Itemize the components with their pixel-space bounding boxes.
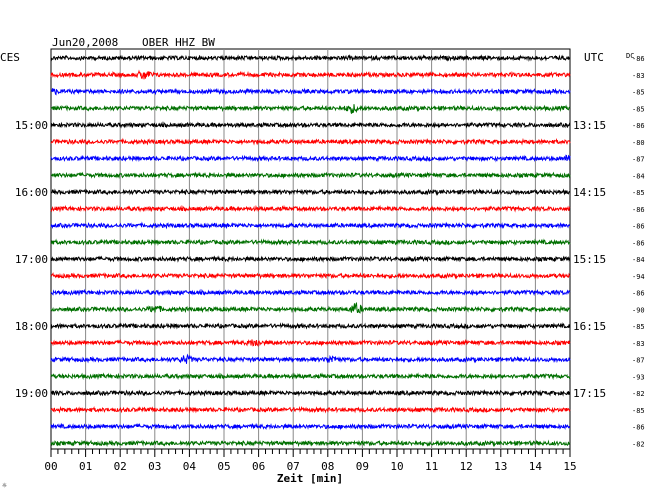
trace-line-21 xyxy=(50,405,571,414)
x-tick-label: 11 xyxy=(425,460,438,473)
trace-line-3 xyxy=(50,104,571,114)
trace-line-0 xyxy=(50,54,571,62)
x-tick-label: 05 xyxy=(217,460,230,473)
x-tick-label: 13 xyxy=(494,460,507,473)
dc-offset-value: -82 xyxy=(632,440,645,448)
x-tick-label: 10 xyxy=(390,460,403,473)
dc-offset-value: -86 xyxy=(632,122,645,130)
x-tick-label: 09 xyxy=(356,460,369,473)
trace-line-1 xyxy=(50,69,571,80)
trace-line-18 xyxy=(50,353,571,364)
dc-offset-values: -86 -83 -85 -85 -86 -80 -87 -84 -85 -86 -86 -86 -84 -… xyxy=(632,55,645,448)
x-tick-label: 12 xyxy=(460,460,473,473)
trace-line-20 xyxy=(50,388,571,397)
trace-line-17 xyxy=(50,338,571,348)
left-hour-labels: 15:00 16:00 17:00 18:00 19:00 xyxy=(15,119,48,400)
dc-offset-value: -87 xyxy=(632,156,645,164)
x-axis-label: Zeit [min] xyxy=(277,472,343,485)
left-hour-label: 15:00 xyxy=(15,119,48,132)
right-hour-label: 17:15 xyxy=(573,387,606,400)
dc-offset-value: -80 xyxy=(632,139,645,147)
trace-line-19 xyxy=(50,372,571,381)
dc-offset-value: -86 xyxy=(632,206,645,214)
dc-offset-value: -84 xyxy=(632,256,645,264)
left-timezone-label: CES xyxy=(0,51,20,64)
trace-line-22 xyxy=(50,422,571,431)
dc-offset-value: -86 xyxy=(632,55,645,63)
x-tick-label: 04 xyxy=(183,460,197,473)
trace-line-8 xyxy=(50,188,571,196)
left-hour-label: 17:00 xyxy=(15,253,48,266)
dc-label: DC xyxy=(626,52,634,60)
dc-offset-value: -85 xyxy=(632,89,645,97)
dc-offset-value: -84 xyxy=(632,172,645,180)
x-tick-label: 07 xyxy=(287,460,300,473)
x-tick-label: 14 xyxy=(529,460,543,473)
dc-offset-value: -86 xyxy=(632,239,645,247)
seismic-traces xyxy=(50,54,571,448)
plot-frame xyxy=(50,48,571,450)
dc-offset-value: -83 xyxy=(632,72,645,80)
x-axis: 00 01 02 03 04 05 06 07 08 09 10 11 12 13 14 15 xyxy=(44,449,577,473)
trace-line-15 xyxy=(50,301,571,314)
trace-line-7 xyxy=(51,171,571,180)
dc-offset-value: -86 xyxy=(632,290,645,298)
dc-offset-value: -93 xyxy=(632,373,645,381)
dc-offset-value: -94 xyxy=(632,273,645,281)
dc-offset-value: -86 xyxy=(632,424,645,432)
x-tick-label: 08 xyxy=(321,460,334,473)
trace-line-16 xyxy=(50,322,571,331)
dc-offset-value: -83 xyxy=(632,340,645,348)
x-tick-label: 06 xyxy=(252,460,265,473)
chart-date: Jun20,2008 xyxy=(52,36,118,49)
trace-line-4 xyxy=(50,121,571,129)
dc-offset-value: -82 xyxy=(632,390,645,398)
right-hour-label: 14:15 xyxy=(573,186,606,199)
dc-offset-value: -87 xyxy=(632,357,645,365)
dc-offset-value: -85 xyxy=(632,323,645,331)
trace-line-11 xyxy=(50,238,571,247)
trace-line-10 xyxy=(50,221,571,230)
dc-offset-value: -85 xyxy=(632,407,645,415)
trace-line-13 xyxy=(50,272,571,280)
dc-offset-value: -85 xyxy=(632,189,645,197)
dc-offset-value: -86 xyxy=(632,223,645,231)
trace-line-23 xyxy=(50,439,571,448)
left-hour-label: 18:00 xyxy=(15,320,48,333)
x-tick-label: 01 xyxy=(79,460,92,473)
trace-line-12 xyxy=(50,255,571,263)
left-hour-label: 19:00 xyxy=(15,387,48,400)
chart-station: OBER HHZ BW xyxy=(142,36,215,49)
right-hour-label: 16:15 xyxy=(573,320,606,333)
right-hour-labels: 13:15 14:15 15:15 16:15 17:15 xyxy=(573,119,606,400)
trace-line-2 xyxy=(50,87,571,96)
x-tick-label: 00 xyxy=(44,460,57,473)
trace-line-5 xyxy=(50,137,571,146)
footer-mark: ☼ xyxy=(2,481,7,490)
right-timezone-label: UTC xyxy=(584,51,604,64)
trace-line-14 xyxy=(50,288,571,297)
dc-offset-value: -90 xyxy=(632,306,645,314)
x-tick-label: 15 xyxy=(563,460,576,473)
dc-offset-value: -85 xyxy=(632,105,645,113)
x-tick-label: 02 xyxy=(114,460,127,473)
grid-lines xyxy=(50,48,571,450)
right-hour-label: 13:15 xyxy=(573,119,606,132)
trace-line-6 xyxy=(50,154,571,163)
trace-line-9 xyxy=(50,204,571,213)
x-tick-label: 03 xyxy=(148,460,161,473)
left-hour-label: 16:00 xyxy=(15,186,48,199)
right-hour-label: 15:15 xyxy=(573,253,606,266)
